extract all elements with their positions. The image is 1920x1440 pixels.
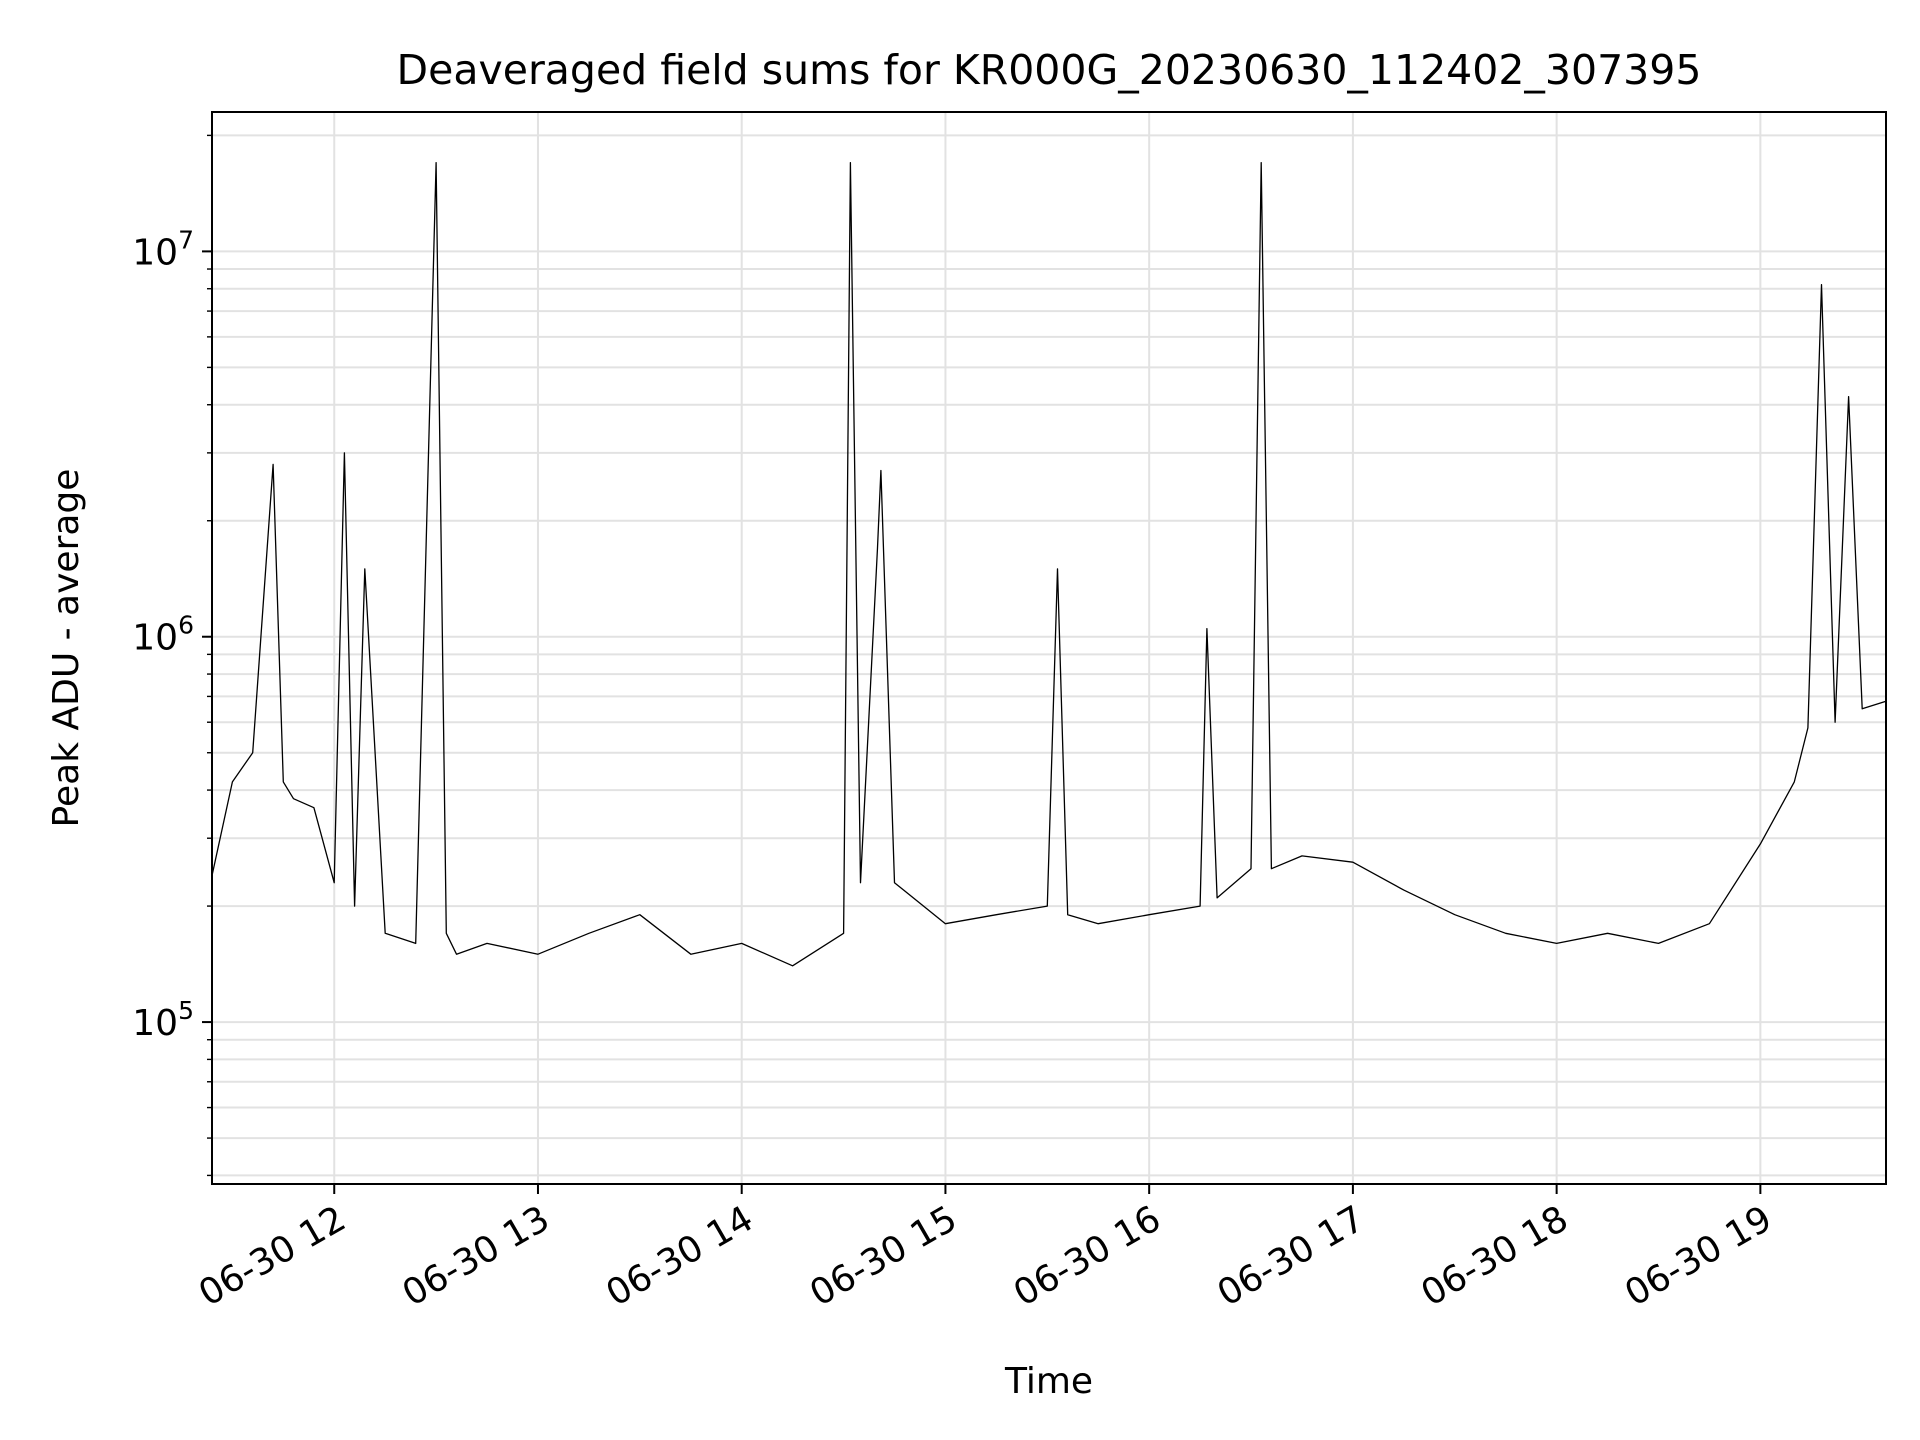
y-tick-label: 106 <box>132 611 194 659</box>
plot-frame <box>211 111 1887 1185</box>
grid <box>212 112 1886 1184</box>
y-axis-label: Peak ADU - average <box>46 469 87 828</box>
y-axis: 105 106 107 <box>132 134 212 1177</box>
x-axis-label: Time <box>1004 1361 1093 1402</box>
y-tick-label: 107 <box>132 225 194 273</box>
series-line <box>211 161 1887 967</box>
y-tick-label: 105 <box>132 996 194 1044</box>
chart-title: Deaveraged field sums for KR000G_2023063… <box>397 46 1702 94</box>
